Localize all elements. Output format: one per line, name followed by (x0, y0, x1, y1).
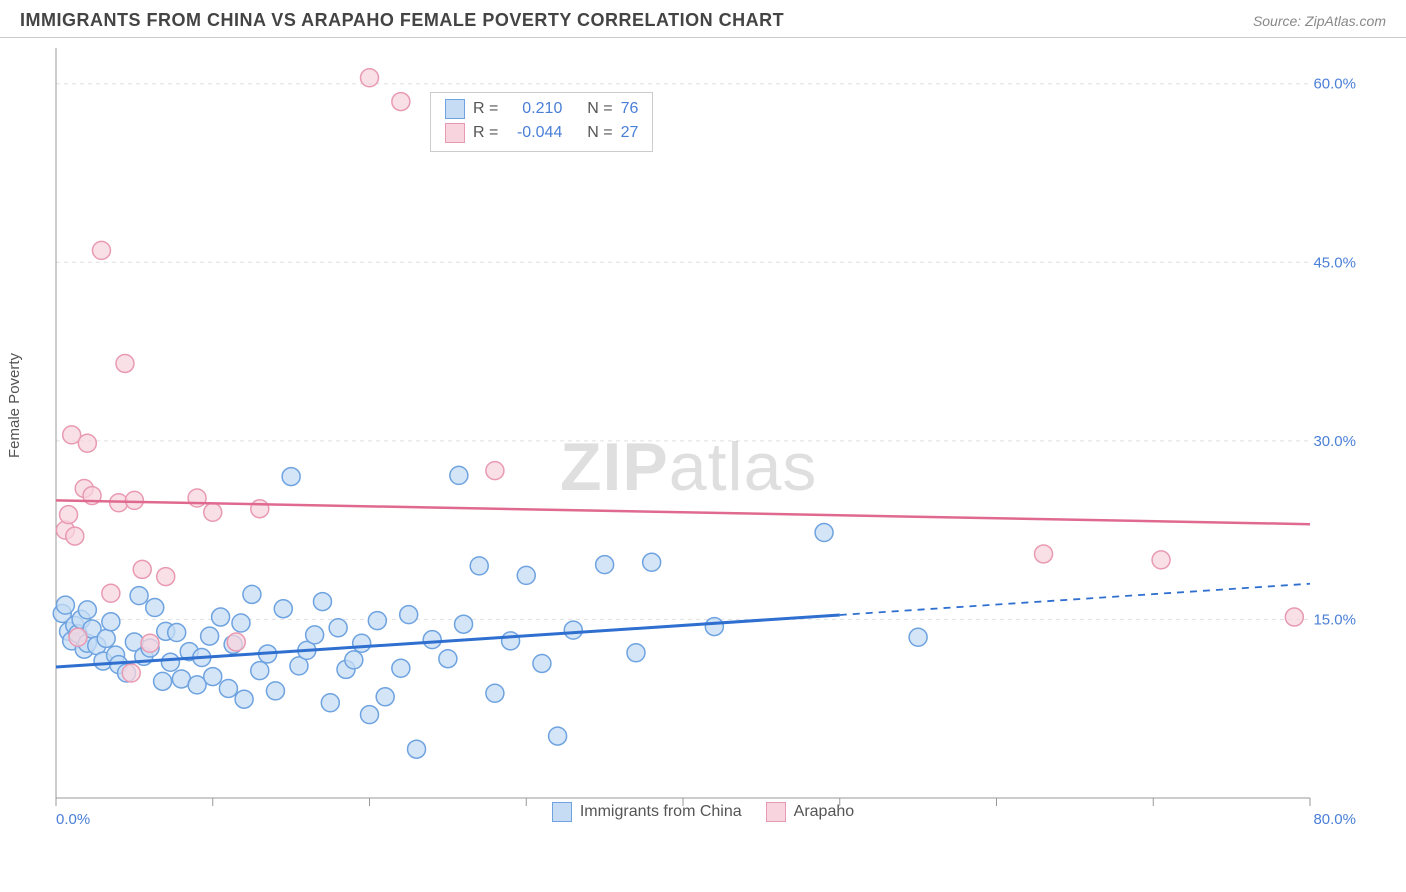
chart-title: IMMIGRANTS FROM CHINA VS ARAPAHO FEMALE … (20, 10, 784, 31)
chart-header: IMMIGRANTS FROM CHINA VS ARAPAHO FEMALE … (0, 0, 1406, 38)
legend-r-label-1: R = (473, 100, 498, 118)
legend-item-series2: Arapaho (766, 802, 855, 822)
legend-swatch-series2 (445, 123, 465, 143)
legend-bottom-label-1: Immigrants from China (580, 803, 742, 821)
svg-text:60.0%: 60.0% (1313, 76, 1356, 93)
y-axis-label: Female Poverty (6, 353, 23, 458)
legend-r-label-2: R = (473, 124, 498, 142)
svg-text:15.0%: 15.0% (1313, 611, 1356, 628)
legend-n-value-2: 27 (621, 124, 639, 142)
legend-n-label-2: N = (587, 124, 612, 142)
legend-item-series1: Immigrants from China (552, 802, 742, 822)
legend-r-value-2: -0.044 (506, 124, 562, 142)
legend-n-label-1: N = (587, 100, 612, 118)
legend-row-series2: R = -0.044 N = 27 (445, 121, 638, 145)
legend-bottom-label-2: Arapaho (794, 803, 855, 821)
scatter-chart: 15.0%30.0%45.0%60.0%0.0%80.0% (20, 38, 1360, 828)
chart-area: Female Poverty ZIPatlas R = 0.210 N = 76… (0, 38, 1406, 828)
svg-text:30.0%: 30.0% (1313, 433, 1356, 450)
legend-bottom-swatch-1 (552, 802, 572, 822)
legend-r-value-1: 0.210 (506, 100, 562, 118)
chart-source: Source: ZipAtlas.com (1253, 13, 1386, 29)
legend-swatch-series1 (445, 99, 465, 119)
series-legend: Immigrants from China Arapaho (0, 802, 1406, 822)
correlation-legend: R = 0.210 N = 76 R = -0.044 N = 27 (430, 92, 653, 152)
legend-bottom-swatch-2 (766, 802, 786, 822)
svg-text:45.0%: 45.0% (1313, 254, 1356, 271)
legend-n-value-1: 76 (621, 100, 639, 118)
legend-row-series1: R = 0.210 N = 76 (445, 97, 638, 121)
